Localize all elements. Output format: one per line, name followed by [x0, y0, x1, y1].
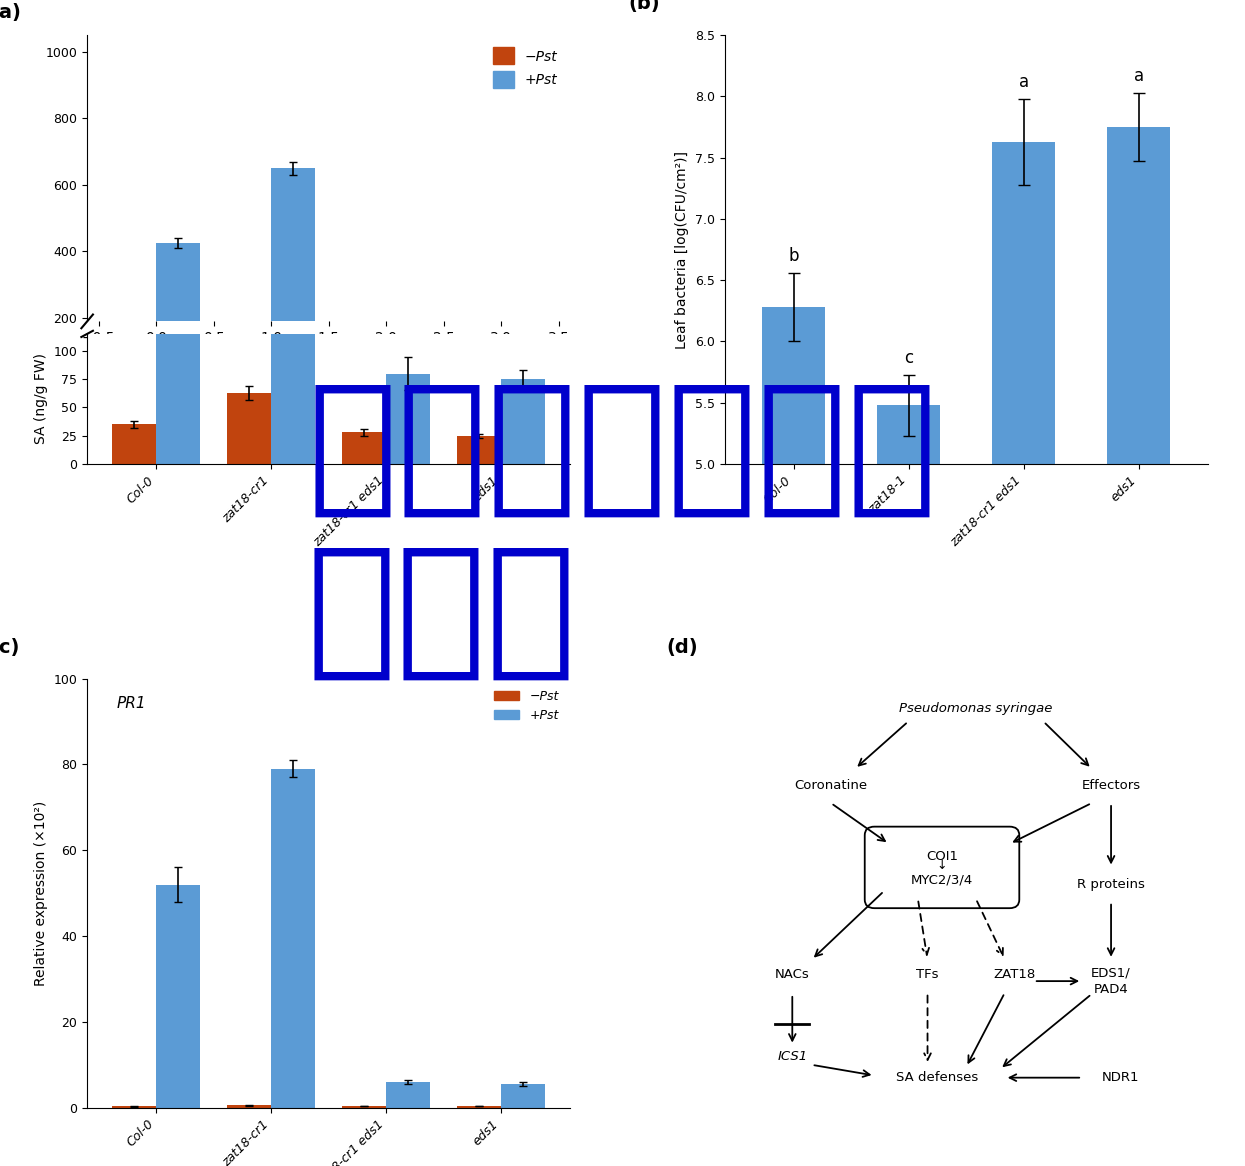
Bar	[457, 1107, 502, 1108]
Text: PAD4: PAD4	[1093, 983, 1128, 996]
Text: 科技行: 科技行	[308, 540, 576, 684]
Bar	[992, 141, 1056, 1077]
Text: (b): (b)	[627, 0, 660, 13]
Text: SA defenses: SA defenses	[896, 1072, 979, 1084]
Bar	[762, 307, 825, 1077]
Bar	[156, 0, 200, 464]
Text: COI1: COI1	[926, 850, 957, 863]
Bar	[342, 375, 386, 385]
Bar	[156, 244, 200, 385]
Y-axis label: Leaf bacteria [log(CFU/cm²)]: Leaf bacteria [log(CFU/cm²)]	[675, 150, 690, 349]
Text: (c): (c)	[0, 638, 20, 656]
Bar	[271, 168, 315, 385]
Text: 科技行业资讯，: 科技行业资讯，	[308, 377, 937, 521]
Text: Effectors: Effectors	[1082, 779, 1140, 793]
Bar	[502, 379, 545, 464]
Text: NDR1: NDR1	[1102, 1072, 1139, 1084]
Bar	[457, 377, 502, 385]
Text: Pseudomonas syringae: Pseudomonas syringae	[899, 702, 1052, 715]
Text: Coronatine: Coronatine	[794, 779, 868, 793]
Text: TFs: TFs	[916, 968, 939, 981]
Bar	[342, 433, 386, 464]
Bar	[112, 424, 156, 464]
Text: MYC2/3/4: MYC2/3/4	[911, 873, 974, 887]
Bar	[502, 1084, 545, 1108]
Text: (d): (d)	[667, 638, 698, 656]
Bar	[1107, 127, 1170, 1077]
Text: R proteins: R proteins	[1077, 878, 1145, 891]
Bar	[457, 436, 502, 464]
Text: ↓: ↓	[936, 859, 947, 872]
Bar	[228, 1105, 271, 1108]
Text: b: b	[788, 247, 799, 266]
Text: ICS1: ICS1	[777, 1049, 807, 1062]
Text: (a): (a)	[0, 2, 21, 22]
Bar	[228, 364, 271, 385]
Text: a: a	[1018, 73, 1028, 91]
Bar	[112, 373, 156, 385]
Bar	[271, 0, 315, 464]
Legend: −Pst, +Pst: −Pst, +Pst	[489, 684, 564, 728]
Text: EDS1/: EDS1/	[1091, 967, 1130, 979]
Bar	[271, 768, 315, 1108]
Text: NACs: NACs	[774, 968, 809, 981]
Bar	[386, 373, 430, 464]
Text: c: c	[904, 349, 914, 367]
Text: ZAT18: ZAT18	[994, 968, 1036, 981]
Text: a: a	[1134, 68, 1144, 85]
Bar	[502, 359, 545, 385]
Bar	[112, 1107, 156, 1108]
Bar	[386, 1082, 430, 1108]
Bar	[876, 406, 940, 1077]
Bar	[156, 885, 200, 1108]
Bar	[342, 1107, 386, 1108]
Text: PR1: PR1	[116, 696, 146, 711]
Y-axis label: Relative expression (×10²): Relative expression (×10²)	[34, 801, 49, 985]
Bar	[228, 393, 271, 464]
Bar	[386, 358, 430, 385]
Legend: −Pst, +Pst: −Pst, +Pst	[487, 42, 563, 94]
Y-axis label: SA (ng/g FW): SA (ng/g FW)	[34, 353, 49, 444]
